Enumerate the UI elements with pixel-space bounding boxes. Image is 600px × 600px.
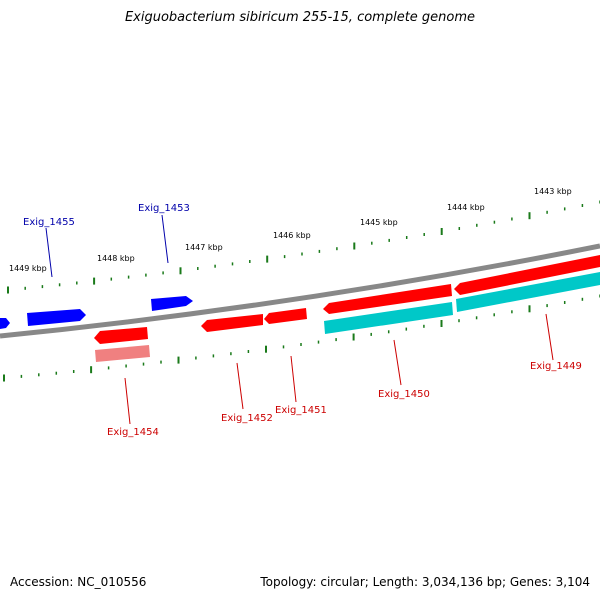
gene-arrow-exig-1455-partial[interactable] (0, 318, 10, 329)
gene-label-exig-1455[interactable]: Exig_1455 (23, 217, 75, 228)
feature-tracks (95, 272, 600, 362)
rna-feature (95, 345, 150, 362)
tick-labels: 1443 kbp 1444 kbp 1445 kbp 1446 kbp 1447… (9, 187, 572, 273)
outer-tick-ring (7, 200, 600, 294)
leader-line (45, 227, 53, 278)
leader-line (124, 377, 131, 425)
map-title: Exiguobacterium sibiricum 255-15, comple… (124, 10, 476, 25)
inner-tick-ring (3, 294, 600, 382)
tick-label: 1447 kbp (185, 243, 223, 252)
tick-label: 1448 kbp (97, 254, 135, 263)
gene-arrow-exig-1454[interactable] (94, 327, 148, 344)
tick-label: 1444 kbp (447, 203, 485, 212)
gene-label-exig-1452[interactable]: Exig_1452 (221, 413, 273, 424)
gene-label-exig-1453[interactable]: Exig_1453 (138, 203, 190, 214)
gene-arrow-exig-1451[interactable] (264, 308, 307, 324)
leader-line (393, 339, 402, 386)
leader-line (545, 313, 554, 361)
gene-label-exig-1450[interactable]: Exig_1450 (378, 389, 430, 400)
leader-line (236, 362, 244, 410)
backbone-arc (0, 243, 600, 339)
accession-text: Accession: NC_010556 (10, 575, 147, 589)
cds-feature (324, 302, 453, 334)
tick-label: 1446 kbp (273, 231, 311, 240)
genome-summary-text: Topology: circular; Length: 3,034,136 bp… (260, 575, 590, 589)
gene-label-exig-1449[interactable]: Exig_1449 (530, 361, 582, 372)
tick-label: 1445 kbp (360, 218, 398, 227)
gene-labels: Exig_1449 Exig_1450 Exig_1451 Exig_1452 … (23, 203, 582, 438)
gene-label-exig-1454[interactable]: Exig_1454 (107, 427, 159, 438)
leader-line (290, 355, 297, 403)
gene-arrow-exig-1452[interactable] (201, 314, 263, 332)
gene-arrow-exig-1455[interactable] (27, 309, 86, 326)
leader-line (161, 214, 169, 264)
tick-label: 1443 kbp (534, 187, 572, 196)
cds-feature (456, 272, 600, 312)
plus-strand-genes (0, 296, 193, 329)
gene-arrow-exig-1449[interactable] (454, 255, 600, 295)
tick-label: 1449 kbp (9, 264, 47, 273)
gene-label-exig-1451[interactable]: Exig_1451 (275, 405, 327, 416)
gene-arrow-exig-1453[interactable] (151, 296, 193, 311)
leader-lines (45, 214, 554, 425)
gene-arrow-exig-1450[interactable] (323, 284, 452, 314)
minus-strand-genes (94, 255, 600, 344)
